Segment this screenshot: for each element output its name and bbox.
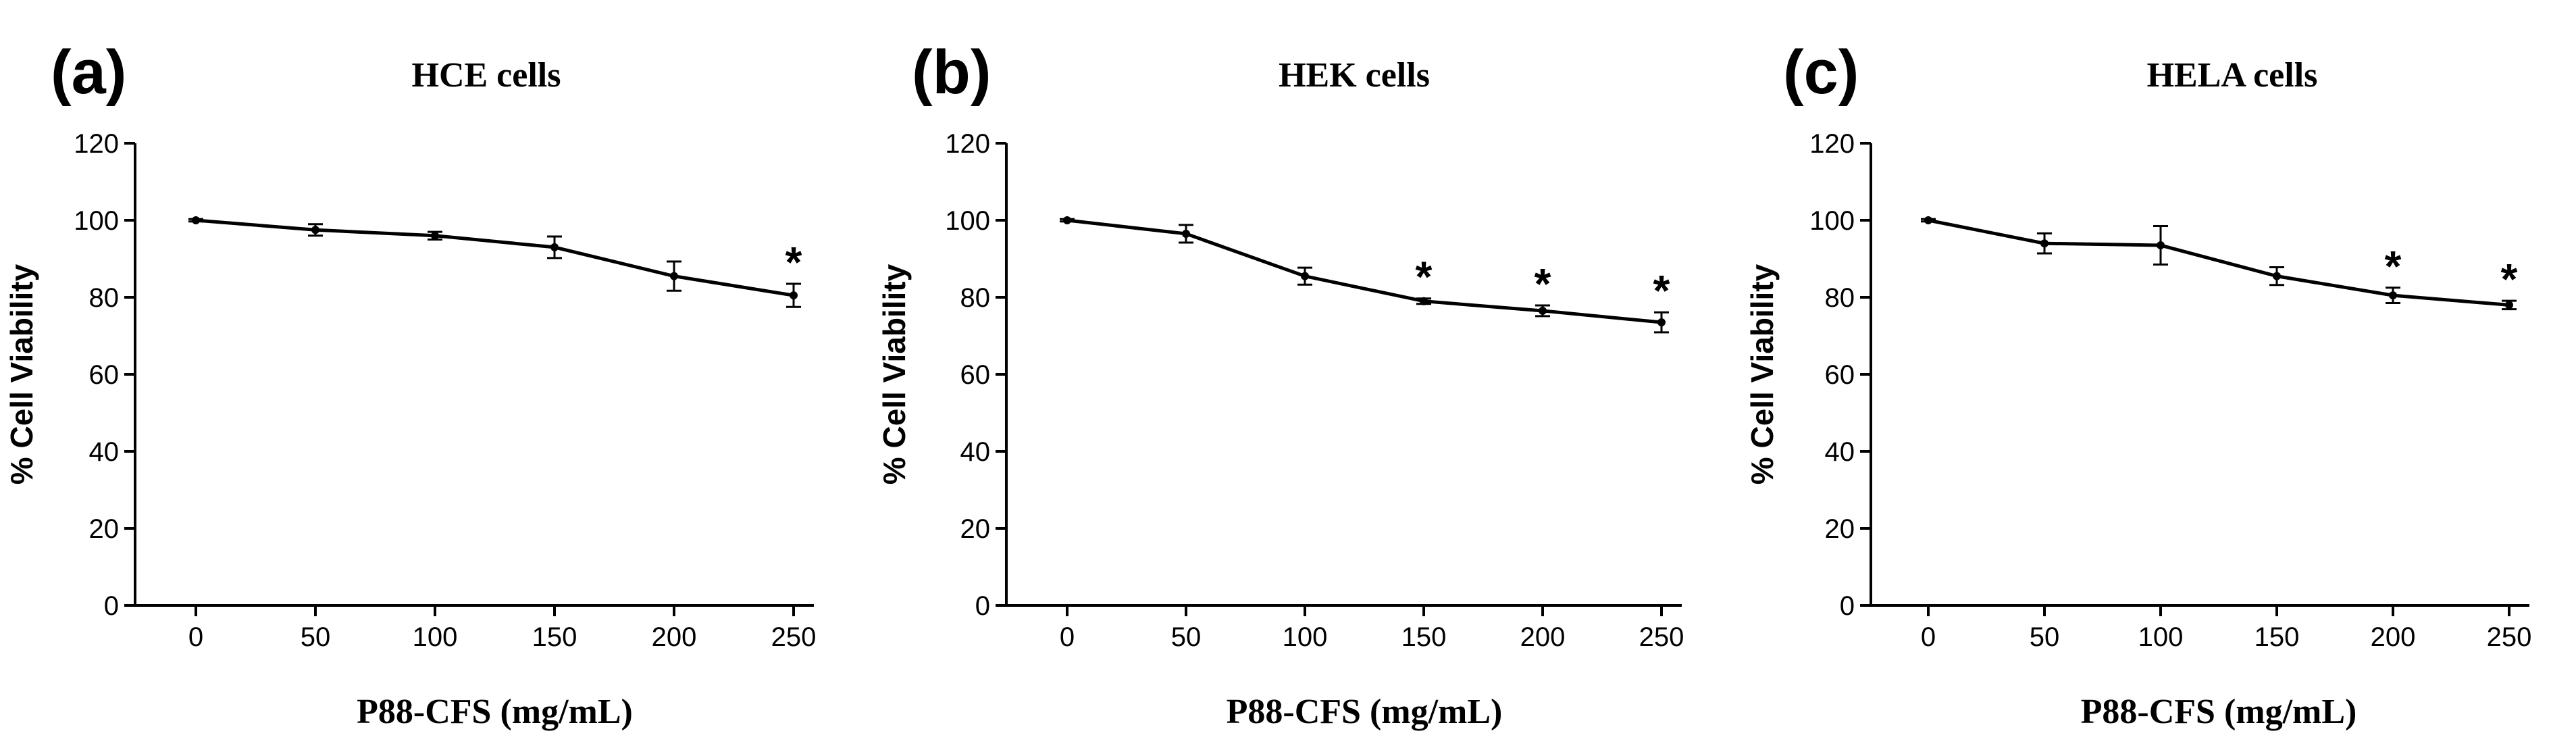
x-tick-label: 0 bbox=[1060, 622, 1075, 652]
y-tick-label: 20 bbox=[1825, 514, 1855, 544]
y-tick-label: 100 bbox=[1809, 206, 1855, 236]
series-line bbox=[195, 218, 794, 297]
y-tick-label: 40 bbox=[89, 437, 120, 467]
data-point bbox=[2157, 241, 2165, 250]
x-tick-label: 100 bbox=[413, 622, 458, 652]
significance-marker: * bbox=[785, 238, 802, 286]
x-tick-label: 50 bbox=[2030, 622, 2060, 652]
x-axis-label: P88-CFS (mg/mL) bbox=[357, 693, 633, 731]
y-tick-label: 60 bbox=[1825, 360, 1855, 390]
x-tick-label: 0 bbox=[188, 622, 203, 652]
significance-marker: * bbox=[1535, 259, 1551, 308]
x-tick-label: 100 bbox=[2138, 622, 2184, 652]
y-tick-label: 40 bbox=[960, 437, 991, 467]
x-tick-label: 150 bbox=[1401, 622, 1447, 652]
x-axis-label: P88-CFS (mg/mL) bbox=[1227, 693, 1503, 731]
chart-panel-1: (a) HCE cells 0 20 40 60 80 100 120 0 50 100 150 200 2… bbox=[4, 38, 816, 731]
x-tick-label: 150 bbox=[532, 622, 577, 652]
y-tick-label: 20 bbox=[89, 514, 120, 544]
y-tick-label: 60 bbox=[960, 360, 991, 390]
x-tick-label: 150 bbox=[2255, 622, 2300, 652]
y-tick-label: 80 bbox=[89, 283, 120, 313]
y-tick-label: 100 bbox=[945, 206, 990, 236]
data-point bbox=[790, 291, 798, 300]
significance-marker: * bbox=[1416, 253, 1433, 301]
x-tick-label: 200 bbox=[652, 622, 697, 652]
chart-title: HELA cells bbox=[2147, 56, 2318, 95]
y-tick-label: 60 bbox=[89, 360, 120, 390]
x-tick-label: 250 bbox=[771, 622, 817, 652]
significance-marker: * bbox=[2501, 255, 2518, 303]
x-axis-label: P88-CFS (mg/mL) bbox=[2081, 693, 2357, 731]
y-tick-label: 20 bbox=[960, 514, 991, 544]
y-tick-label: 100 bbox=[74, 206, 119, 236]
significance-marker: * bbox=[2385, 242, 2402, 291]
chart-title: HCE cells bbox=[412, 56, 561, 95]
x-tick-label: 250 bbox=[2487, 622, 2532, 652]
data-point bbox=[1420, 297, 1428, 305]
data-point bbox=[2389, 291, 2397, 300]
data-point bbox=[1063, 216, 1071, 224]
y-tick-label: 0 bbox=[975, 591, 990, 621]
data-point bbox=[2273, 272, 2281, 280]
x-tick-label: 200 bbox=[1520, 622, 1566, 652]
y-tick-label: 80 bbox=[1825, 283, 1855, 313]
data-point bbox=[1924, 216, 1932, 224]
series-line bbox=[1928, 218, 2510, 307]
data-point bbox=[1657, 318, 1666, 327]
y-tick-label: 120 bbox=[1809, 129, 1855, 159]
series-line bbox=[1066, 218, 1662, 324]
y-tick-label: 0 bbox=[104, 591, 119, 621]
data-point bbox=[670, 272, 678, 280]
x-tick-label: 200 bbox=[2371, 622, 2416, 652]
x-tick-label: 50 bbox=[301, 622, 331, 652]
data-point bbox=[311, 226, 319, 234]
data-point bbox=[550, 243, 559, 251]
data-point bbox=[1182, 229, 1190, 238]
x-tick-label: 100 bbox=[1283, 622, 1328, 652]
significance-marker: * bbox=[1653, 266, 1670, 315]
y-axis-label: % Cell Viability bbox=[877, 264, 912, 484]
y-tick-label: 40 bbox=[1825, 437, 1855, 467]
y-tick-label: 80 bbox=[960, 283, 991, 313]
data-point bbox=[1301, 272, 1309, 280]
x-tick-label: 0 bbox=[1921, 622, 1936, 652]
data-point bbox=[2505, 301, 2513, 309]
chart-panel-3: (c) HELA cells 0 20 40 60 80 100 120 0 50 100 150 200… bbox=[1745, 38, 2531, 731]
y-tick-label: 120 bbox=[945, 129, 990, 159]
panel-label: (b) bbox=[912, 38, 991, 107]
y-axis-label: % Cell Viability bbox=[1745, 264, 1780, 484]
y-axis-label: % Cell Viability bbox=[4, 264, 39, 484]
data-point bbox=[192, 216, 200, 224]
data-point bbox=[2040, 239, 2049, 248]
panel-label: (c) bbox=[1783, 38, 1859, 107]
panel-label: (a) bbox=[51, 38, 126, 107]
x-tick-label: 50 bbox=[1171, 622, 1202, 652]
y-tick-label: 120 bbox=[74, 129, 119, 159]
y-tick-label: 0 bbox=[1840, 591, 1855, 621]
x-tick-label: 250 bbox=[1639, 622, 1684, 652]
chart-title: HEK cells bbox=[1279, 56, 1430, 95]
data-point bbox=[1539, 306, 1547, 315]
chart-panel-2: (b) HEK cells 0 20 40 60 80 100 120 0 50 100 150 200 2… bbox=[877, 38, 1684, 731]
data-point bbox=[431, 231, 439, 240]
